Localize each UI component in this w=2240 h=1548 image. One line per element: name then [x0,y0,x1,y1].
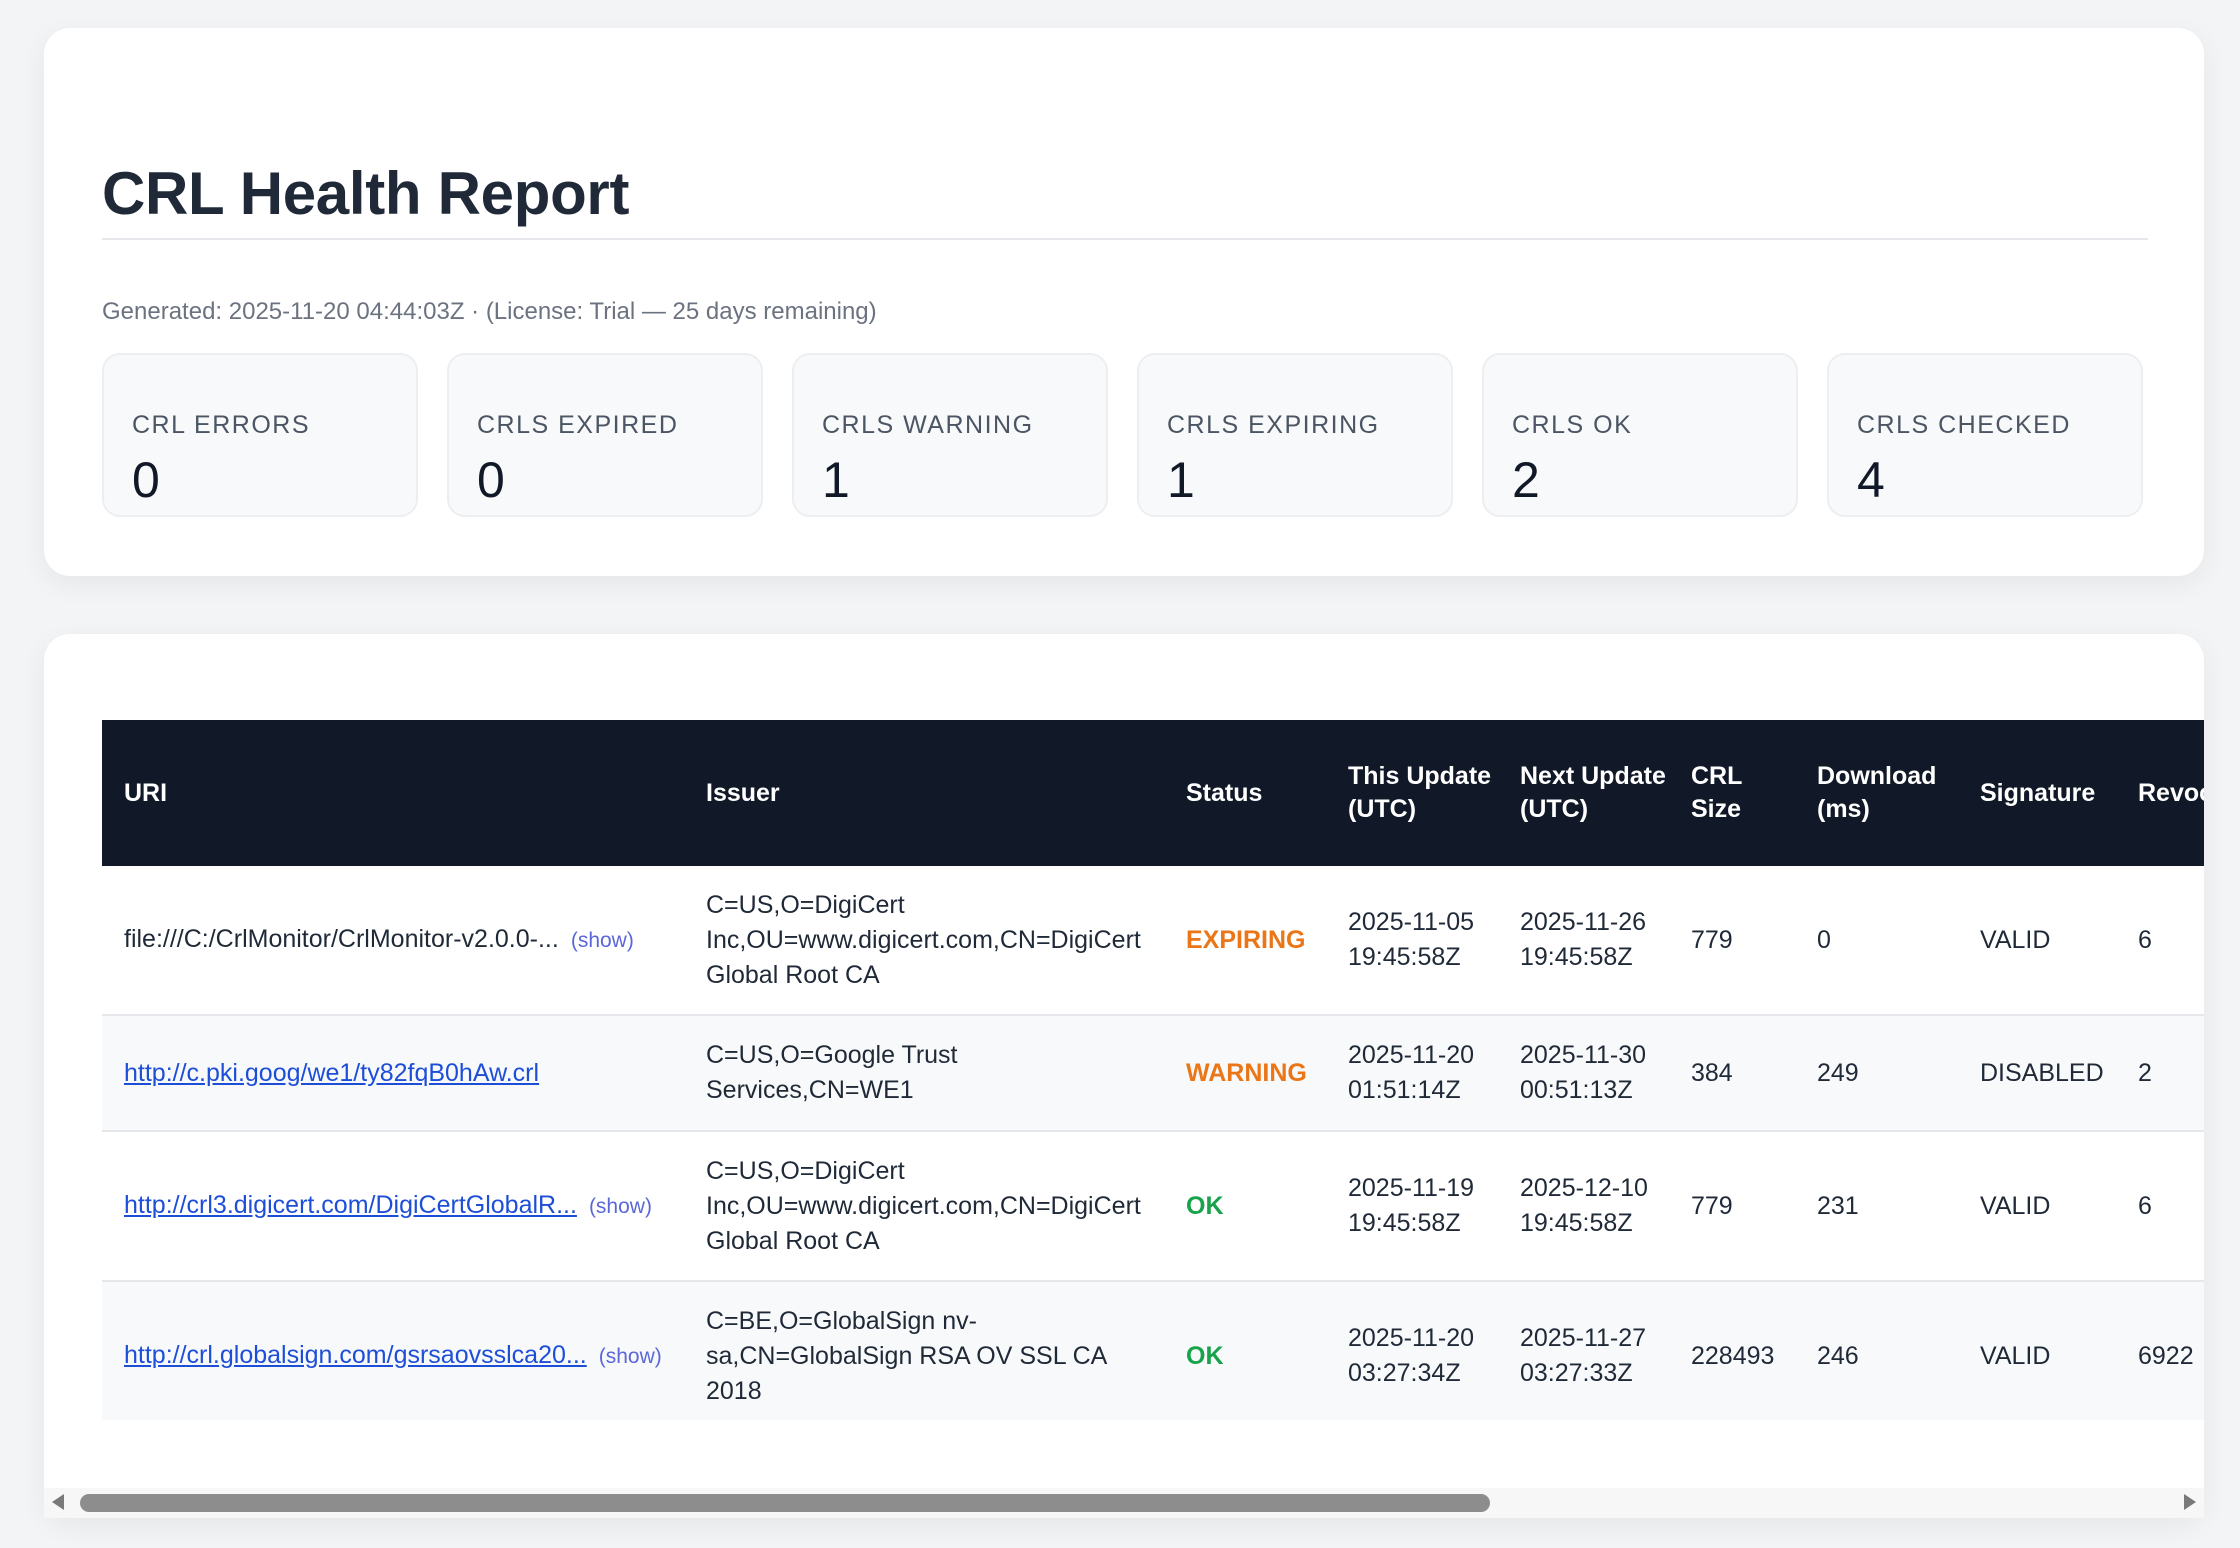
cell-next-update: 2025-11-30 00:51:13Z [1498,1015,1669,1132]
horizontal-scrollbar[interactable] [44,1488,2204,1518]
header-uri: URI [102,720,684,866]
header-next-update: Next Update (UTC) [1498,720,1669,866]
cell-crl-size: 228493 [1669,1281,1795,1420]
cell-crl-size: 779 [1669,1131,1795,1282]
stat-crls-checked: CRLS CHECKED 4 [1827,353,2143,517]
header-download: Download (ms) [1795,720,1958,866]
stat-value: 2 [1512,452,1540,508]
stat-label: CRLS EXPIRING [1167,411,1380,439]
cell-issuer: C=US,O=DigiCert Inc,OU=www.digicert.com,… [684,866,1164,1016]
stat-value: 0 [477,452,505,508]
cell-issuer: C=BE,O=GlobalSign nv-sa,CN=GlobalSign RS… [684,1281,1164,1420]
cell-revoked: 6922 [2116,1281,2204,1420]
cell-this-update: 2025-11-19 19:45:58Z [1326,1131,1498,1282]
stat-label: CRLS OK [1512,411,1633,439]
crl-table: URI Issuer Status This Update (UTC) Next… [102,720,2204,1420]
cell-uri: http://crl3.digicert.com/DigiCertGlobalR… [102,1131,684,1282]
cell-uri: http://crl.globalsign.com/gsrsaovsslca20… [102,1281,684,1420]
cell-revoked: 6 [2116,1131,2204,1282]
header-revoked: Revoc [2116,720,2204,866]
cell-download: 246 [1795,1281,1958,1420]
table-row: file:///C:/CrlMonitor/CrlMonitor-v2.0.0-… [102,866,2204,1016]
page-title: CRL Health Report [102,160,630,227]
cell-next-update: 2025-12-10 19:45:58Z [1498,1131,1669,1282]
generated-info: Generated: 2025-11-20 04:44:03Z · (Licen… [102,298,877,325]
show-link[interactable]: (show) [588,1195,652,1218]
table-scroll-area[interactable]: URI Issuer Status This Update (UTC) Next… [102,720,2204,1420]
scrollbar-thumb[interactable] [80,1494,1490,1512]
cell-status: OK [1164,1281,1326,1420]
show-link[interactable]: (show) [598,1345,662,1368]
cell-next-update: 2025-11-26 19:45:58Z [1498,866,1669,1016]
title-divider [102,238,2148,240]
uri-text: file:///C:/CrlMonitor/CrlMonitor-v2.0.0-… [124,925,559,953]
results-card: URI Issuer Status This Update (UTC) Next… [44,634,2204,1518]
table-row: http://c.pki.goog/we1/ty82fqB0hAw.crl C=… [102,1015,2204,1132]
cell-revoked: 2 [2116,1015,2204,1132]
uri-link[interactable]: http://crl3.digicert.com/DigiCertGlobalR… [124,1191,577,1219]
show-link[interactable]: (show) [570,929,634,952]
cell-download: 231 [1795,1131,1958,1282]
cell-uri: file:///C:/CrlMonitor/CrlMonitor-v2.0.0-… [102,866,684,1016]
header-status: Status [1164,720,1326,866]
uri-link[interactable]: http://crl.globalsign.com/gsrsaovsslca20… [124,1341,587,1369]
cell-signature: VALID [1958,866,2116,1016]
stat-crls-ok: CRLS OK 2 [1482,353,1798,517]
cell-status: WARNING [1164,1015,1326,1132]
stat-crls-warning: CRLS WARNING 1 [792,353,1108,517]
cell-this-update: 2025-11-20 03:27:34Z [1326,1281,1498,1420]
cell-this-update: 2025-11-05 19:45:58Z [1326,866,1498,1016]
stat-crls-expired: CRLS EXPIRED 0 [447,353,763,517]
table-row: http://crl.globalsign.com/gsrsaovsslca20… [102,1281,2204,1420]
stat-value: 4 [1857,452,1885,508]
cell-revoked: 6 [2116,866,2204,1016]
cell-uri: http://c.pki.goog/we1/ty82fqB0hAw.crl [102,1015,684,1132]
stat-value: 1 [1167,452,1195,508]
header-this-update: This Update (UTC) [1326,720,1498,866]
cell-issuer: C=US,O=DigiCert Inc,OU=www.digicert.com,… [684,1131,1164,1282]
stats-row: CRL ERRORS 0 CRLS EXPIRED 0 CRLS WARNING… [102,353,2143,517]
scroll-left-icon[interactable] [52,1494,64,1510]
cell-crl-size: 384 [1669,1015,1795,1132]
cell-signature: VALID [1958,1281,2116,1420]
cell-signature: DISABLED [1958,1015,2116,1132]
stat-label: CRLS EXPIRED [477,411,679,439]
cell-issuer: C=US,O=Google Trust Services,CN=WE1 [684,1015,1164,1132]
scroll-right-icon[interactable] [2184,1494,2196,1510]
stat-crl-errors: CRL ERRORS 0 [102,353,418,517]
cell-this-update: 2025-11-20 01:51:14Z [1326,1015,1498,1132]
uri-link[interactable]: http://c.pki.goog/we1/ty82fqB0hAw.crl [124,1058,540,1087]
stat-label: CRLS CHECKED [1857,411,2071,439]
stat-value: 1 [822,452,850,508]
stat-value: 0 [132,452,160,508]
cell-download: 249 [1795,1015,1958,1132]
stat-crls-expiring: CRLS EXPIRING 1 [1137,353,1453,517]
cell-crl-size: 779 [1669,866,1795,1016]
header-crl-size: CRL Size [1669,720,1795,866]
cell-next-update: 2025-11-27 03:27:33Z [1498,1281,1669,1420]
table-row: http://crl3.digicert.com/DigiCertGlobalR… [102,1131,2204,1282]
summary-card: CRL Health Report Generated: 2025-11-20 … [44,28,2204,576]
stat-label: CRLS WARNING [822,411,1034,439]
header-issuer: Issuer [684,720,1164,866]
header-signature: Signature [1958,720,2116,866]
stat-label: CRL ERRORS [132,411,310,439]
cell-status: OK [1164,1131,1326,1282]
cell-status: EXPIRING [1164,866,1326,1016]
cell-signature: VALID [1958,1131,2116,1282]
cell-download: 0 [1795,866,1958,1016]
table-header-row: URI Issuer Status This Update (UTC) Next… [102,720,2204,866]
